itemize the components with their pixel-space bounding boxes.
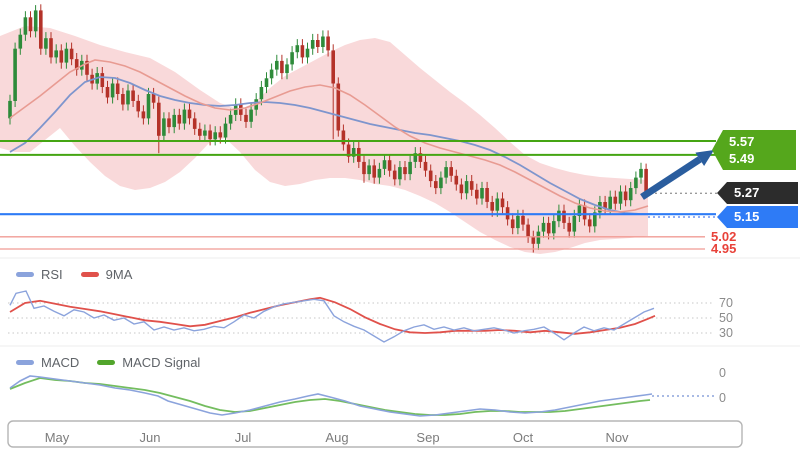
resistance-upper-value: 5.57 — [729, 133, 755, 149]
price-level-lines[interactable] — [0, 140, 717, 250]
legend-item-macd[interactable]: MACD — [16, 355, 79, 370]
x-axis-month-label: Sep — [416, 430, 440, 445]
trend-arrow[interactable] — [640, 150, 714, 200]
x-axis-month-label: May — [44, 430, 70, 445]
rsi-tick-label: 70 — [719, 295, 733, 310]
support-price-tag[interactable]: 5.15 — [717, 206, 798, 228]
last-price-value: 5.27 — [734, 185, 760, 201]
legend-label: 9MA — [105, 267, 133, 282]
legend-label: MACD — [41, 355, 80, 370]
legend-item-macd-signal[interactable]: MACD Signal — [97, 355, 200, 370]
legend-item-9ma[interactable]: 9MA — [80, 267, 133, 282]
x-axis-month-label: Jun — [139, 430, 161, 445]
x-axis-month-label: Oct — [512, 430, 534, 445]
rsi-legend: RSI 9MA — [16, 267, 150, 282]
lower-support-label-1: 5.02 — [711, 229, 737, 244]
rsi-tick-label: 30 — [719, 325, 733, 340]
legend-swatch-icon — [16, 272, 34, 277]
legend-label: MACD Signal — [122, 355, 201, 370]
legend-item-rsi[interactable]: RSI — [16, 267, 63, 282]
macd-indicator-series — [9, 375, 716, 417]
macd-tick-label: 0 — [719, 365, 726, 380]
macd-tick-label: 0 — [719, 390, 726, 405]
panel-separators — [0, 257, 800, 448]
lower-support-label-2: 4.95 — [711, 241, 737, 256]
legend-swatch-icon — [16, 360, 34, 365]
legend-swatch-icon — [97, 360, 116, 365]
legend-swatch-icon — [80, 272, 99, 277]
resistance-price-tag[interactable]: 5.57 5.49 — [712, 130, 796, 170]
x-axis-month-label: Aug — [325, 430, 349, 445]
resistance-lower-value: 5.49 — [729, 151, 755, 166]
legend-label: RSI — [41, 267, 63, 282]
rsi-tick-label: 50 — [719, 310, 733, 325]
macd-legend: MACD MACD Signal — [16, 355, 218, 370]
moving-average-lines — [9, 59, 652, 215]
x-axis-frame — [7, 420, 743, 448]
x-axis-month-label: Jul — [234, 430, 252, 445]
last-price-tag[interactable]: 5.27 — [717, 182, 798, 204]
support-price-value: 5.15 — [734, 209, 760, 225]
x-axis-month-label: Nov — [605, 430, 629, 445]
rsi-indicator-series — [8, 290, 712, 343]
